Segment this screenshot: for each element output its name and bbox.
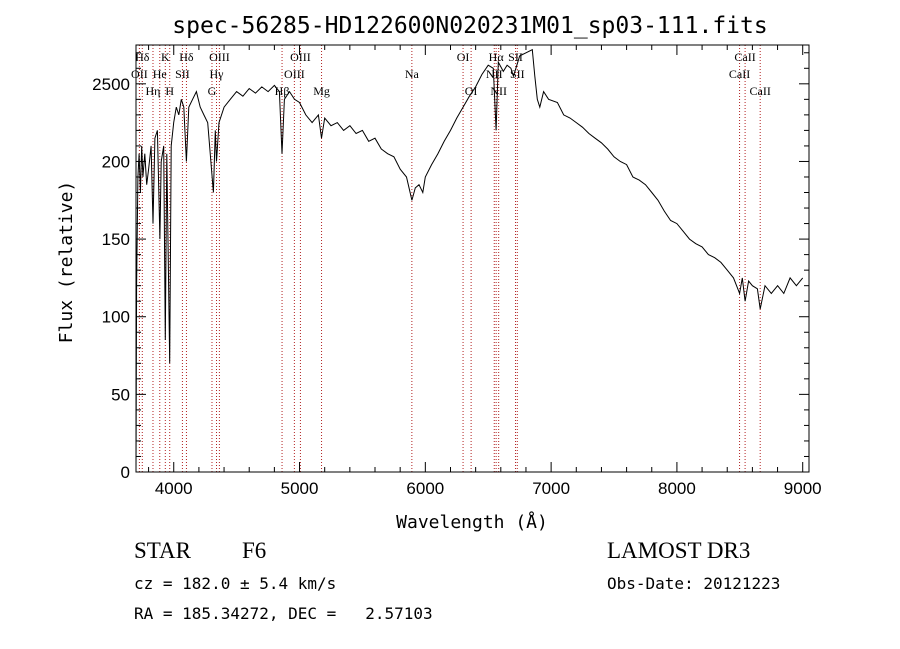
spectrum-line — [135, 48, 804, 473]
ra-dec-coordinates: RA = 185.34272, DEC = 2.57103 — [134, 604, 433, 623]
line-marker-label-2: Hδ — [179, 50, 194, 64]
line-marker-label-0: Hδ — [135, 50, 150, 64]
line-marker-label-25: CaII — [750, 84, 771, 98]
observation-date: Obs-Date: 20121223 — [607, 574, 780, 593]
emission-line-markers — [138, 45, 761, 472]
line-marker-label-23: OI — [465, 84, 478, 98]
line-marker-label-8: CaII — [734, 50, 755, 64]
x-tick-label-1: 5000 — [281, 479, 319, 498]
line-marker-label-10: He — [153, 67, 167, 81]
x-tick-label-4: 8000 — [658, 479, 696, 498]
x-tick-label-5: 9000 — [784, 479, 822, 498]
y-axis-ticks: 0 50 100 150 200 2500 — [92, 52, 809, 482]
x-axis-ticks: 4000 5000 6000 7000 8000 9000 — [148, 45, 822, 498]
object-class: STAR — [134, 538, 192, 563]
chart-title: spec-56285-HD122600N020231M01_sp03-111.f… — [172, 13, 767, 39]
line-marker-label-6: Hα — [489, 50, 505, 64]
line-marker-label-14: Na — [405, 67, 420, 81]
line-marker-label-18: Hη — [146, 84, 161, 98]
x-tick-label-3: 7000 — [532, 479, 570, 498]
x-axis-label: Wavelength (Å) — [396, 511, 548, 533]
line-marker-label-12: Hγ — [210, 67, 225, 81]
redshift-cz: cz = 182.0 ± 5.4 km/s — [134, 574, 336, 593]
plot-frame — [135, 44, 810, 473]
y-axis-label: Flux (relative) — [56, 181, 77, 344]
y-tick-label-0: 0 — [121, 463, 130, 482]
x-tick-label-2: 6000 — [406, 479, 444, 498]
y-tick-label-4: 200 — [102, 152, 130, 171]
y-tick-label-3: 150 — [102, 230, 130, 249]
y-tick-label-5: 2500 — [92, 75, 130, 94]
line-marker-label-9: OII — [131, 67, 148, 81]
y-tick-label-2: 100 — [102, 308, 130, 327]
survey-name: LAMOST DR3 — [607, 538, 750, 563]
line-marker-label-19: H — [165, 84, 174, 98]
y-tick-label-1: 50 — [111, 385, 130, 404]
line-marker-label-22: Mg — [313, 84, 330, 98]
spectral-subclass: F6 — [242, 538, 266, 563]
line-marker-label-7: SII — [508, 50, 523, 64]
line-marker-label-24: NII — [490, 84, 507, 98]
line-marker-label-3: OIII — [209, 50, 230, 64]
line-marker-label-17: CaII — [729, 67, 750, 81]
line-marker-label-16: SII — [510, 67, 525, 81]
line-marker-label-13: OIII — [284, 67, 305, 81]
line-marker-label-4: OIII — [290, 50, 311, 64]
line-marker-label-1: K — [161, 50, 170, 64]
x-tick-label-0: 4000 — [155, 479, 193, 498]
line-marker-label-5: OI — [457, 50, 470, 64]
line-marker-label-21: Hβ — [275, 84, 290, 98]
line-marker-label-11: SII — [175, 67, 190, 81]
line-marker-label-20: G — [208, 84, 217, 98]
